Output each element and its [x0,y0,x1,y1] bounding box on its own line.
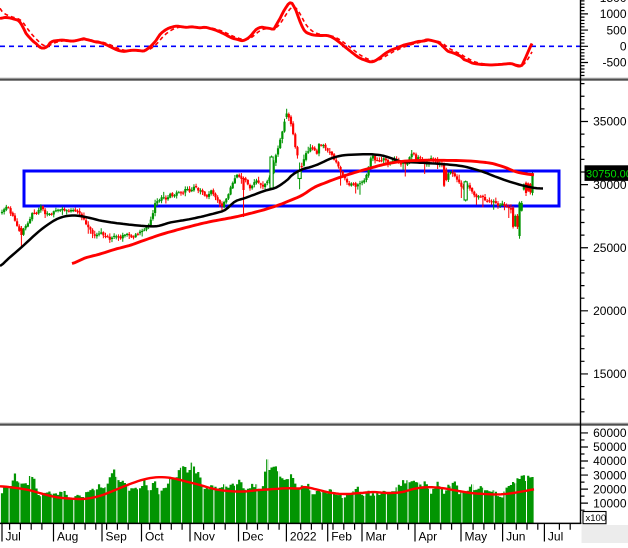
svg-text:60000: 60000 [593,426,627,440]
svg-text:30750.00: 30750.00 [586,168,628,180]
svg-text:Nov: Nov [194,530,215,543]
svg-text:Oct: Oct [145,530,164,543]
svg-text:10000: 10000 [593,496,627,510]
svg-text:2022: 2022 [290,530,317,543]
svg-text:20000: 20000 [593,304,627,318]
svg-text:40000: 40000 [593,454,627,468]
svg-text:Jun: Jun [506,530,525,543]
svg-text:-500: -500 [602,56,626,70]
svg-text:25000: 25000 [593,241,627,255]
svg-text:35000: 35000 [593,115,627,129]
svg-text:May: May [465,530,488,543]
svg-text:50000: 50000 [593,440,627,454]
svg-text:Jul: Jul [6,530,21,543]
svg-text:Dec: Dec [242,530,263,543]
svg-text:15000: 15000 [593,367,627,381]
svg-text:Feb: Feb [331,530,352,543]
svg-text:30000: 30000 [593,468,627,482]
svg-text:Aug: Aug [57,530,78,543]
svg-text:20000: 20000 [593,482,627,496]
svg-text:x100: x100 [586,513,607,524]
svg-text:Sep: Sep [106,530,128,543]
svg-text:500: 500 [606,23,626,37]
svg-text:1000: 1000 [600,7,627,21]
svg-text:Jul: Jul [548,530,563,543]
svg-text:Mar: Mar [366,530,387,543]
svg-text:0: 0 [620,40,627,54]
svg-text:1500: 1500 [600,0,627,5]
svg-text:Apr: Apr [419,530,438,543]
